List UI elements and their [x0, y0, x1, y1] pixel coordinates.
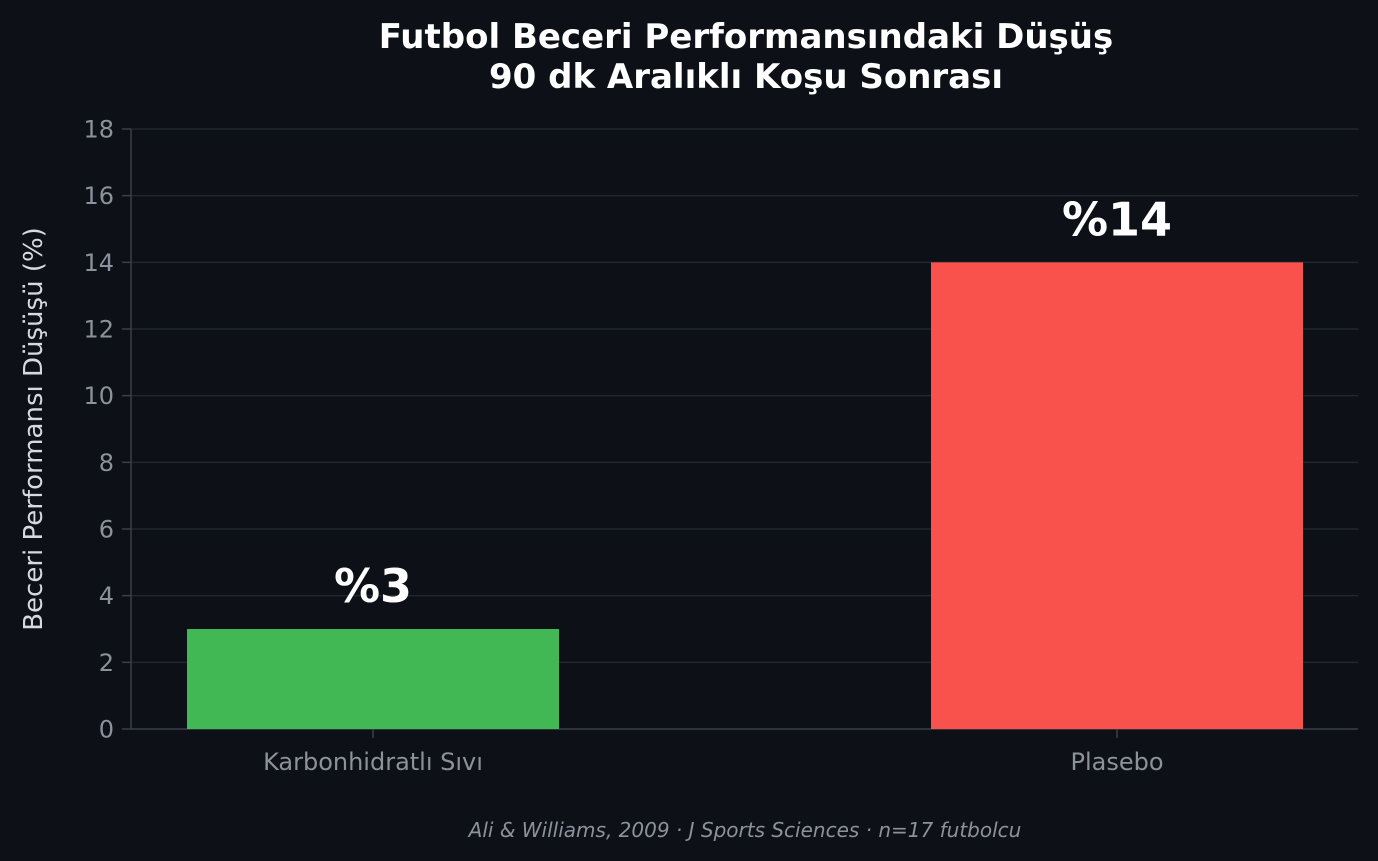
- x-tick-label: Plasebo: [1070, 748, 1163, 776]
- y-tick-label: 12: [83, 316, 114, 344]
- y-tick-label: 2: [99, 649, 114, 677]
- x-tick-label: Karbonhidratlı Sıvı: [263, 748, 483, 776]
- y-tick-label: 14: [83, 249, 114, 277]
- bar-value-label: %14: [1062, 192, 1172, 246]
- y-tick-label: 6: [99, 516, 114, 544]
- y-axis-ticks: 0 2 4 6 8 10 12 14 16 18: [83, 116, 131, 744]
- y-axis-label: Beceri Performansı Düşüşü (%): [19, 227, 49, 631]
- bar-karbonhidratli-sivi: [187, 629, 559, 729]
- y-tick-label: 16: [83, 182, 114, 210]
- x-axis-ticks: Karbonhidratlı Sıvı Plasebo: [263, 729, 1164, 776]
- y-tick-label: 18: [83, 116, 114, 144]
- y-tick-label: 4: [99, 582, 114, 610]
- y-tick-label: 10: [83, 382, 114, 410]
- chart-subtitle: 90 dk Aralıklı Koşu Sonrası: [489, 57, 1003, 97]
- bar-plasebo: [931, 262, 1303, 729]
- y-tick-label: 0: [99, 716, 114, 744]
- y-tick-label: 8: [99, 449, 114, 477]
- bars: %3 %14: [187, 192, 1303, 729]
- source-note: Ali & Williams, 2009 · J Sports Sciences…: [467, 818, 1022, 842]
- bar-value-label: %3: [334, 559, 412, 613]
- grid-lines: [131, 128, 1358, 664]
- chart-title: Futbol Beceri Performansındaki Düşüş: [379, 17, 1113, 57]
